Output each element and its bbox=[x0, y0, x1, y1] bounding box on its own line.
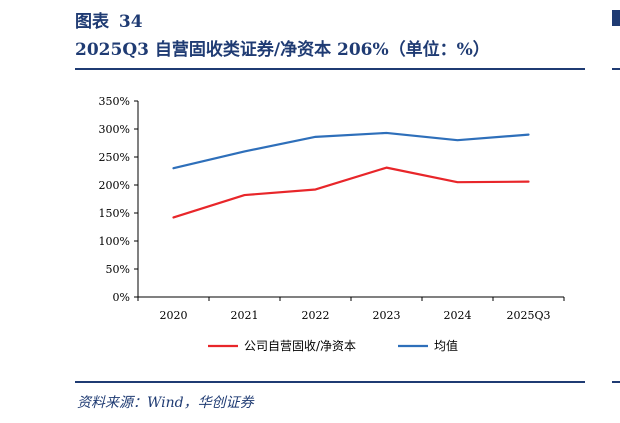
y-tick-label: 50% bbox=[106, 263, 130, 276]
y-tick-label: 250% bbox=[99, 151, 130, 164]
source-note: 资料来源：Wind，华创证券 bbox=[77, 395, 254, 411]
figure-number: 34 bbox=[118, 12, 143, 32]
x-tick-label: 2025Q3 bbox=[506, 309, 550, 322]
next-figure-divider-top bbox=[612, 68, 620, 70]
y-tick-label: 100% bbox=[99, 235, 130, 248]
x-tick-label: 2020 bbox=[160, 309, 188, 322]
y-tick-label: 350% bbox=[99, 95, 130, 108]
x-tick-label: 2024 bbox=[444, 309, 472, 322]
figure-label: 图表 bbox=[75, 12, 109, 32]
y-tick-label: 0% bbox=[113, 291, 130, 304]
y-tick-label: 200% bbox=[99, 179, 130, 192]
next-figure-edge bbox=[612, 10, 620, 26]
x-tick-label: 2022 bbox=[302, 309, 330, 322]
legend-label-2: 均值 bbox=[434, 338, 458, 353]
figure-title: 图表 34 2025Q3 自营固收类证券/净资本 206%（单位：%） bbox=[75, 8, 575, 64]
top-divider bbox=[75, 68, 585, 70]
series-line-2 bbox=[172, 131, 530, 170]
y-tick-label: 150% bbox=[99, 207, 130, 220]
legend-label-1: 公司自营固收/净资本 bbox=[244, 339, 356, 353]
series-line-1 bbox=[172, 166, 530, 219]
bottom-divider bbox=[75, 381, 585, 383]
x-tick-label: 2021 bbox=[231, 309, 259, 322]
figure-title-text: 2025Q3 自营固收类证券/净资本 206%（单位：%） bbox=[75, 40, 490, 60]
y-tick-label: 300% bbox=[99, 123, 130, 136]
next-figure-divider-bottom bbox=[612, 381, 620, 383]
x-tick-label: 2023 bbox=[373, 309, 401, 322]
